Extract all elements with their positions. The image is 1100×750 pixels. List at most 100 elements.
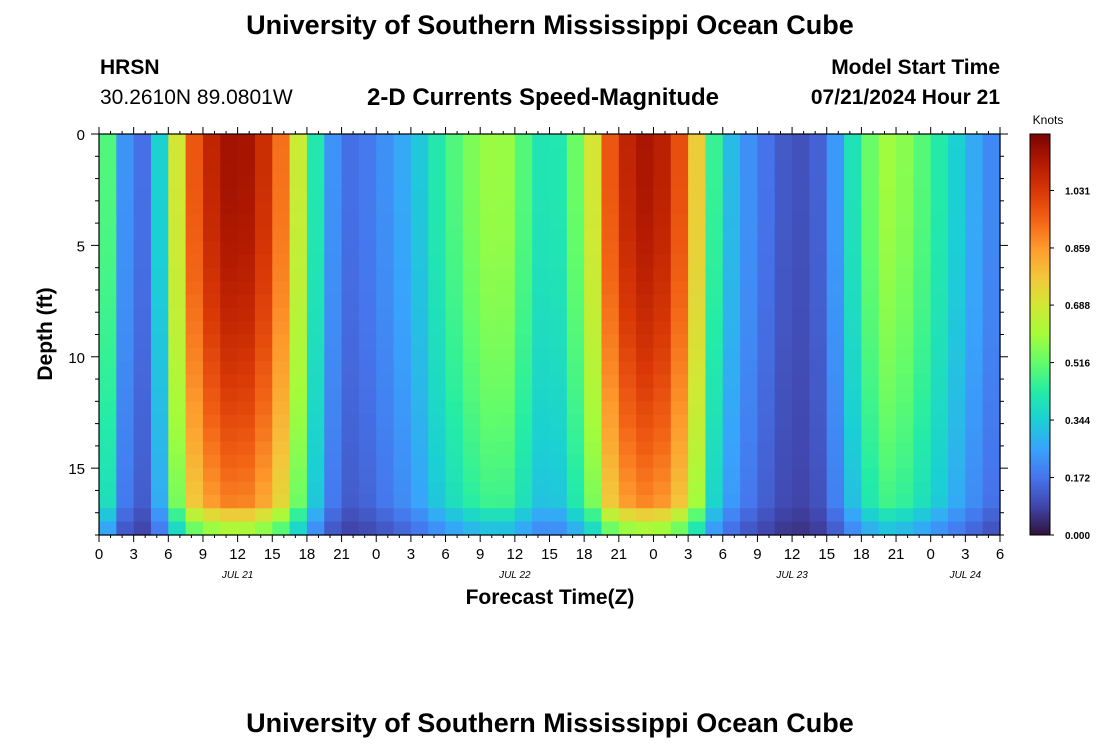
heatmap-cell: [844, 334, 862, 349]
x-tick-label: 3: [684, 546, 692, 563]
heatmap-cell: [393, 401, 412, 416]
heatmap-cell: [133, 307, 152, 322]
heatmap-cell: [480, 401, 499, 416]
heatmap-cell: [272, 227, 291, 242]
heatmap-cell: [168, 441, 187, 456]
heatmap-cell: [150, 521, 169, 536]
heatmap-cell: [324, 227, 343, 242]
heatmap-cell: [376, 494, 395, 509]
heatmap-cell: [428, 281, 447, 295]
heatmap-cell: [670, 361, 689, 376]
heatmap-cell: [185, 134, 204, 148]
x-tick-label: 21: [888, 546, 905, 563]
heatmap-cell: [254, 521, 273, 536]
heatmap-cell: [809, 267, 828, 282]
heatmap-cell: [688, 468, 707, 483]
heatmap-cell: [532, 347, 551, 362]
heatmap-cell: [341, 134, 360, 148]
heatmap-cell: [133, 414, 152, 429]
x-tick-label: 9: [476, 546, 484, 563]
heatmap-cell: [948, 361, 966, 376]
heatmap-cell: [341, 321, 360, 336]
heatmap-cell: [324, 214, 343, 229]
heatmap-cell: [688, 454, 707, 469]
heatmap-cell: [601, 428, 620, 443]
heatmap-cell: [445, 160, 464, 175]
heatmap-cell: [948, 254, 966, 269]
heatmap-cell: [948, 334, 966, 349]
heatmap-cell: [792, 321, 811, 336]
heatmap-cell: [514, 147, 533, 162]
heatmap-cell: [168, 200, 187, 215]
heatmap-cell: [185, 174, 204, 189]
heatmap-cell: [116, 414, 135, 429]
heatmap-cell: [757, 134, 776, 148]
heatmap-cell: [549, 307, 568, 322]
heatmap-cell: [272, 374, 291, 389]
heatmap-cell: [670, 494, 689, 509]
heatmap-cell: [670, 254, 689, 269]
heatmap-cell: [445, 200, 464, 215]
heatmap-cell: [722, 160, 741, 175]
heatmap-cell: [705, 401, 724, 416]
heatmap-cell: [826, 240, 845, 255]
heatmap-cell: [185, 361, 204, 376]
heatmap-cell: [878, 254, 897, 269]
heatmap-cell: [740, 321, 759, 336]
heatmap-cell: [514, 347, 533, 362]
heatmap-cell: [688, 281, 707, 295]
heatmap-cell: [497, 321, 516, 336]
heatmap-cell: [254, 494, 273, 509]
heatmap-cell: [99, 160, 117, 175]
heatmap-cell: [618, 414, 637, 429]
heatmap-cell: [844, 521, 862, 536]
heatmap-cell: [636, 387, 655, 402]
heatmap-cell: [306, 387, 325, 402]
heatmap-cell: [930, 414, 949, 429]
heatmap-cell: [670, 214, 689, 229]
heatmap-cell: [410, 294, 429, 309]
heatmap-cell: [99, 387, 117, 402]
heatmap-cell: [168, 481, 187, 496]
heatmap-cell: [722, 508, 741, 523]
heatmap-cell: [896, 414, 914, 429]
heatmap-cell: [670, 401, 689, 416]
heatmap-cell: [410, 267, 429, 282]
heatmap-cell: [514, 454, 533, 469]
heatmap-cell: [913, 361, 932, 376]
heatmap-cell: [792, 481, 811, 496]
heatmap-cell: [358, 214, 377, 229]
heatmap-cell: [722, 494, 741, 509]
y-tick-label: 15: [68, 461, 85, 478]
heatmap-cell: [948, 468, 966, 483]
heatmap-cell: [584, 481, 603, 496]
heatmap-cell: [376, 387, 395, 402]
heatmap-cell: [462, 214, 481, 229]
heatmap-cell: [410, 240, 429, 255]
heatmap-cell: [774, 347, 793, 362]
heatmap-cell: [341, 428, 360, 443]
heatmap-cell: [480, 254, 499, 269]
heatmap-cell: [254, 361, 273, 376]
heatmap-cell: [116, 134, 135, 148]
heatmap-cell: [722, 481, 741, 496]
y-axis-label: Depth (ft): [34, 287, 57, 380]
heatmap-cell: [133, 521, 152, 536]
heatmap-cell: [549, 240, 568, 255]
heatmap-cell: [896, 281, 914, 295]
heatmap-cell: [376, 521, 395, 536]
heatmap-cell: [722, 281, 741, 295]
heatmap-cell: [272, 347, 291, 362]
heatmap-cell: [878, 494, 897, 509]
heatmap-cell: [826, 160, 845, 175]
heatmap-cell: [254, 334, 273, 349]
heatmap-cell: [410, 281, 429, 295]
heatmap-cell: [202, 160, 221, 175]
heatmap-cell: [653, 174, 672, 189]
heatmap-cell: [445, 187, 464, 202]
heatmap-cell: [965, 294, 984, 309]
heatmap-cell: [792, 200, 811, 215]
heatmap-cell: [688, 387, 707, 402]
heatmap-cell: [185, 521, 204, 536]
heatmap-cell: [566, 147, 585, 162]
